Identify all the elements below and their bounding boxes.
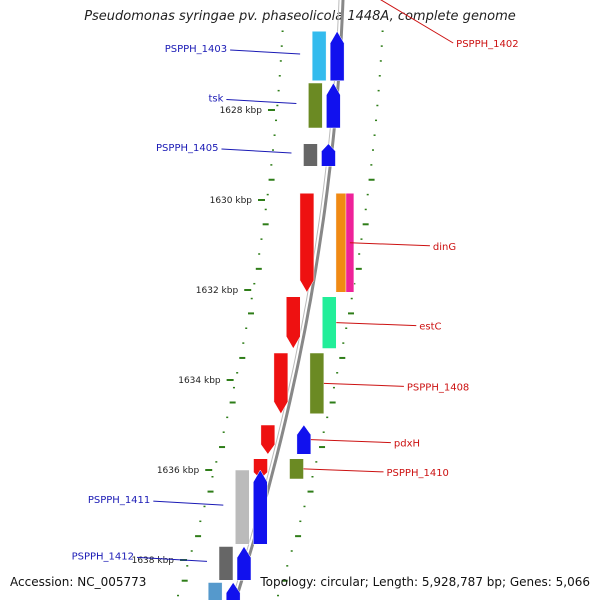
gene-label-g1402[interactable]: PSPPH_1402 — [456, 39, 518, 50]
gene-feature-g1408[interactable] — [309, 352, 325, 414]
gene-feature-g1408[interactable] — [273, 352, 289, 415]
gene-callout-line — [136, 556, 208, 562]
gene-callout-line — [349, 242, 430, 247]
gene-feature-gtsk[interactable] — [308, 82, 323, 129]
gene-callout-line — [310, 439, 391, 444]
gene-callout-line — [303, 468, 384, 473]
gene-callout-line — [153, 500, 224, 506]
gene-label-gtsk[interactable]: tsk — [208, 94, 223, 105]
gene-feature-gpdxH[interactable] — [296, 424, 312, 455]
gene-feature-g1403[interactable] — [329, 30, 345, 81]
gene-callout-line — [323, 382, 404, 387]
gene-label-g1412[interactable]: PSPPH_1412 — [72, 551, 134, 562]
gene-feature-g1412[interactable] — [236, 546, 252, 581]
gene-feature-gestC[interactable] — [322, 296, 337, 349]
gene-label-g1408[interactable]: PSPPH_1408 — [407, 382, 469, 393]
accession-text: Accession: NC_005773 — [10, 575, 147, 589]
gene-callout-line — [221, 148, 292, 154]
gene-label-g1403[interactable]: PSPPH_1403 — [165, 44, 227, 55]
scale-label: 1636 kbp — [157, 466, 200, 476]
gene-feature-g1405[interactable] — [321, 143, 336, 167]
gene-feature-g1413[interactable] — [207, 582, 223, 600]
gene-label-gpdxH[interactable]: pdxH — [394, 439, 420, 450]
gene-label-g1405[interactable]: PSPPH_1405 — [156, 143, 218, 154]
gene-callout-line — [226, 99, 297, 104]
gene-label-gestC[interactable]: estC — [419, 322, 441, 333]
scale-label: 1632 kbp — [196, 286, 239, 296]
gene-feature-g1410[interactable] — [289, 458, 304, 480]
gene-feature-gpdxH[interactable] — [260, 424, 276, 455]
gene-feature-g1405[interactable] — [303, 143, 318, 167]
gene-feature-gtsk[interactable] — [326, 82, 341, 129]
gene-feature-g1411[interactable] — [253, 469, 268, 545]
gene-feature-gestC[interactable] — [286, 296, 301, 349]
scale-label: 1630 kbp — [210, 196, 253, 206]
topology-summary-text: Topology: circular; Length: 5,928,787 bp… — [260, 575, 590, 589]
scale-label: 1638 kbp — [132, 556, 175, 566]
gene-feature-g1403[interactable] — [311, 31, 327, 81]
gene-callout-line — [380, 0, 454, 44]
gene-label-gdinG[interactable]: dinG — [433, 242, 456, 253]
gene-feature-gdinG[interactable] — [299, 193, 315, 293]
gene-callout-line — [336, 322, 417, 327]
gene-feature-g1410[interactable] — [253, 458, 268, 480]
gene-feature-g1412[interactable] — [218, 546, 234, 581]
scale-label: 1628 kbp — [220, 106, 263, 116]
map-title: Pseudomonas syringae pv. phaseolicola 14… — [84, 9, 516, 24]
gene-feature-g1411[interactable] — [235, 469, 250, 545]
gene-label-g1411[interactable]: PSPPH_1411 — [88, 495, 150, 506]
scale-label: 1634 kbp — [178, 376, 221, 386]
gene-label-g1410[interactable]: PSPPH_1410 — [387, 468, 449, 479]
gene-callout-line — [230, 49, 301, 55]
gene-feature-g1413[interactable] — [225, 582, 241, 600]
